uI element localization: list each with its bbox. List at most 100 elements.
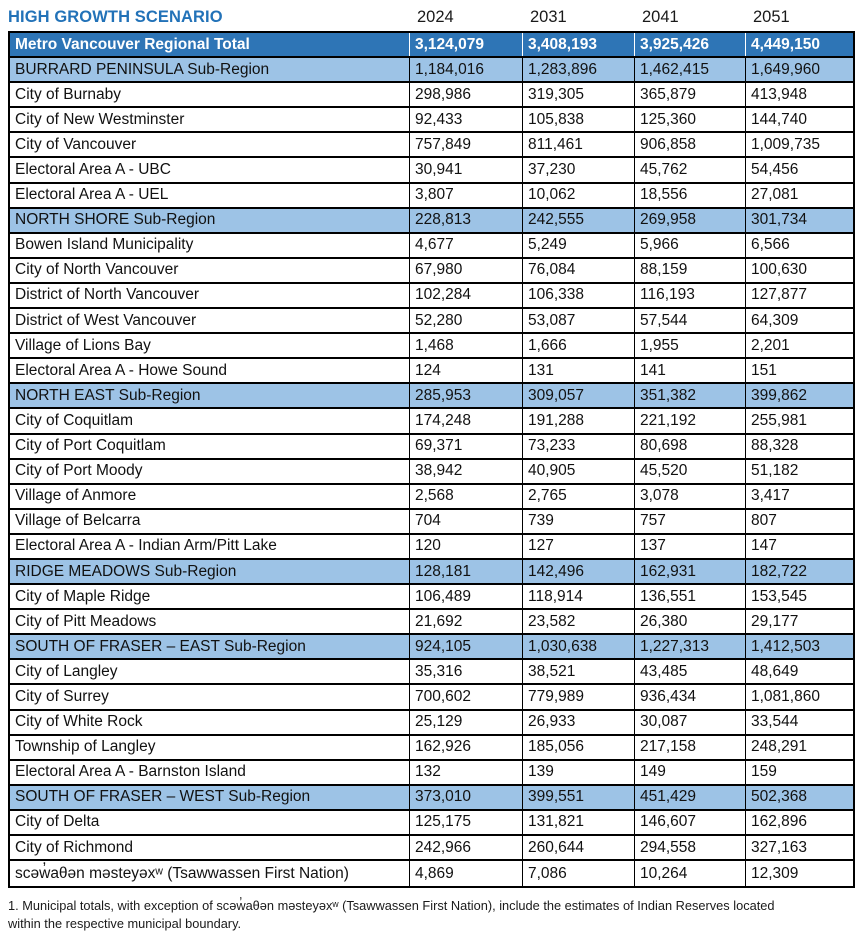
population-value-cell: 149 <box>634 760 745 784</box>
table-header-row: HIGH GROWTH SCENARIO 2024 2031 2041 2051 <box>8 4 857 31</box>
table-row: District of North Vancouver 102,284 106,33… <box>10 283 853 310</box>
table-row: City of New Westminster 92,433 105,838 125,… <box>10 108 853 134</box>
table-row: City of Port Coquitlam 69,371 73,233 80,698… <box>10 434 853 460</box>
row-name-cell: City of Port Coquitlam <box>15 437 166 455</box>
table-row: NORTH EAST Sub-Region 285,953 309,057 351,3… <box>10 384 853 410</box>
table-row: City of Maple Ridge 106,489 118,914 136,551… <box>10 585 853 611</box>
population-value-cell: 327,163 <box>745 836 853 860</box>
population-value-cell: 4,869 <box>409 861 522 887</box>
population-value-cell: 1,666 <box>522 334 634 358</box>
population-value-cell: 413,948 <box>745 83 853 107</box>
population-value-cell: 6,566 <box>745 233 853 257</box>
row-name-cell: Township of Langley <box>15 738 156 756</box>
population-value-cell: 700,602 <box>409 685 522 709</box>
population-value-cell: 146,607 <box>634 810 745 834</box>
population-value-cell: 23,582 <box>522 610 634 634</box>
table-row: Village of Lions Bay 1,468 1,666 1,955 2,201 <box>10 334 853 360</box>
population-value-cell: 807 <box>745 509 853 533</box>
row-name-cell: RIDGE MEADOWS Sub-Region <box>15 562 237 580</box>
population-value-cell: 67,980 <box>409 258 522 282</box>
population-value-cell: 5,966 <box>634 233 745 257</box>
population-value-cell: 174,248 <box>409 409 522 433</box>
row-name-cell: Village of Belcarra <box>15 512 141 530</box>
population-value-cell: 92,433 <box>409 108 522 132</box>
row-name-cell: BURRARD PENINSULA Sub-Region <box>15 60 270 78</box>
row-name-cell: Village of Lions Bay <box>15 336 151 354</box>
population-value-cell: 373,010 <box>409 785 522 809</box>
table-row: SOUTH OF FRASER – EAST Sub-Region 924,105… <box>10 635 853 661</box>
table-row: City of Delta 125,175 131,821 146,607 162,89… <box>10 810 853 836</box>
table-row: City of Pitt Meadows 21,692 23,582 26,380 29… <box>10 610 853 636</box>
population-value-cell: 57,544 <box>634 309 745 333</box>
population-value-cell: 757,849 <box>409 133 522 157</box>
table-row: City of Langley 35,316 38,521 43,485 48,649 <box>10 660 853 686</box>
population-value-cell: 30,941 <box>409 158 522 182</box>
population-value-cell: 125,175 <box>409 810 522 834</box>
population-value-cell: 162,896 <box>745 810 853 834</box>
population-value-cell: 319,305 <box>522 83 634 107</box>
population-value-cell: 3,807 <box>409 183 522 207</box>
population-value-cell: 45,762 <box>634 158 745 182</box>
population-value-cell: 182,722 <box>745 559 853 584</box>
population-value-cell: 88,159 <box>634 258 745 282</box>
population-value-cell: 137 <box>634 534 745 558</box>
row-name-cell: Electoral Area A - UEL <box>15 186 169 204</box>
table-row: Electoral Area A - Indian Arm/Pitt Lake 1… <box>10 534 853 560</box>
row-name-cell: Village of Anmore <box>15 487 137 505</box>
population-value-cell: 142,496 <box>522 559 634 584</box>
population-value-cell: 69,371 <box>409 434 522 458</box>
table-row: Electoral Area A - Howe Sound 124 131 141 15… <box>10 359 853 385</box>
population-value-cell: 106,489 <box>409 585 522 609</box>
row-name-cell: Electoral Area A - Howe Sound <box>15 361 227 379</box>
population-value-cell: 10,264 <box>634 861 745 887</box>
population-value-cell: 221,192 <box>634 409 745 433</box>
population-value-cell: 131 <box>522 359 634 383</box>
population-projection-table: Metro Vancouver Regional Total 3,124,079 3… <box>8 31 855 889</box>
row-name-cell: Metro Vancouver Regional Total <box>15 35 250 53</box>
row-name-cell: Electoral Area A - Barnston Island <box>15 763 246 781</box>
row-name-cell: City of North Vancouver <box>15 261 179 279</box>
population-value-cell: 242,966 <box>409 836 522 860</box>
row-name-cell: City of Pitt Meadows <box>15 612 157 630</box>
population-value-cell: 285,953 <box>409 384 522 408</box>
population-value-cell: 105,838 <box>522 108 634 132</box>
row-name-cell: City of Langley <box>15 662 118 680</box>
population-value-cell: 33,544 <box>745 710 853 734</box>
population-value-cell: 924,105 <box>409 635 522 659</box>
table-row: City of North Vancouver 67,980 76,084 88,15… <box>10 258 853 284</box>
column-header-2051: 2051 <box>753 8 790 26</box>
population-value-cell: 25,129 <box>409 710 522 734</box>
population-value-cell: 26,933 <box>522 710 634 734</box>
population-value-cell: 139 <box>522 760 634 784</box>
population-value-cell: 116,193 <box>634 283 745 308</box>
row-name-cell: Electoral Area A - Indian Arm/Pitt Lake <box>15 537 277 555</box>
table-row: City of Burnaby 298,986 319,305 365,879 413,… <box>10 83 853 109</box>
column-header-2024: 2024 <box>417 8 454 26</box>
population-value-cell: 106,338 <box>522 283 634 308</box>
population-value-cell: 3,925,426 <box>634 33 745 57</box>
population-value-cell: 185,056 <box>522 735 634 759</box>
population-value-cell: 80,698 <box>634 434 745 458</box>
population-value-cell: 248,291 <box>745 735 853 759</box>
table-row: scəw̓aθən məsteyəxʷ (Tsawwassen First Na… <box>10 861 853 887</box>
population-value-cell: 131,821 <box>522 810 634 834</box>
population-value-cell: 739 <box>522 509 634 533</box>
population-value-cell: 1,184,016 <box>409 58 522 82</box>
table-row: Village of Anmore 2,568 2,765 3,078 3,417 <box>10 484 853 510</box>
table-row: SOUTH OF FRASER – WEST Sub-Region 373,010… <box>10 785 853 811</box>
population-value-cell: 294,558 <box>634 836 745 860</box>
population-value-cell: 120 <box>409 534 522 558</box>
table-row: Bowen Island Municipality 4,677 5,249 5,966… <box>10 233 853 259</box>
population-value-cell: 38,521 <box>522 660 634 684</box>
population-value-cell: 100,630 <box>745 258 853 282</box>
population-value-cell: 141 <box>634 359 745 383</box>
table-row: Electoral Area A - UBC 30,941 37,230 45,762… <box>10 158 853 184</box>
population-value-cell: 298,986 <box>409 83 522 107</box>
row-name-cell: Electoral Area A - UBC <box>15 161 171 179</box>
table-row: Metro Vancouver Regional Total 3,124,079 3… <box>10 33 853 59</box>
row-name-cell: City of Vancouver <box>15 135 137 153</box>
row-name-cell: Bowen Island Municipality <box>15 236 194 254</box>
population-value-cell: 76,084 <box>522 258 634 282</box>
row-name-cell: City of Burnaby <box>15 85 121 103</box>
population-value-cell: 38,942 <box>409 459 522 483</box>
